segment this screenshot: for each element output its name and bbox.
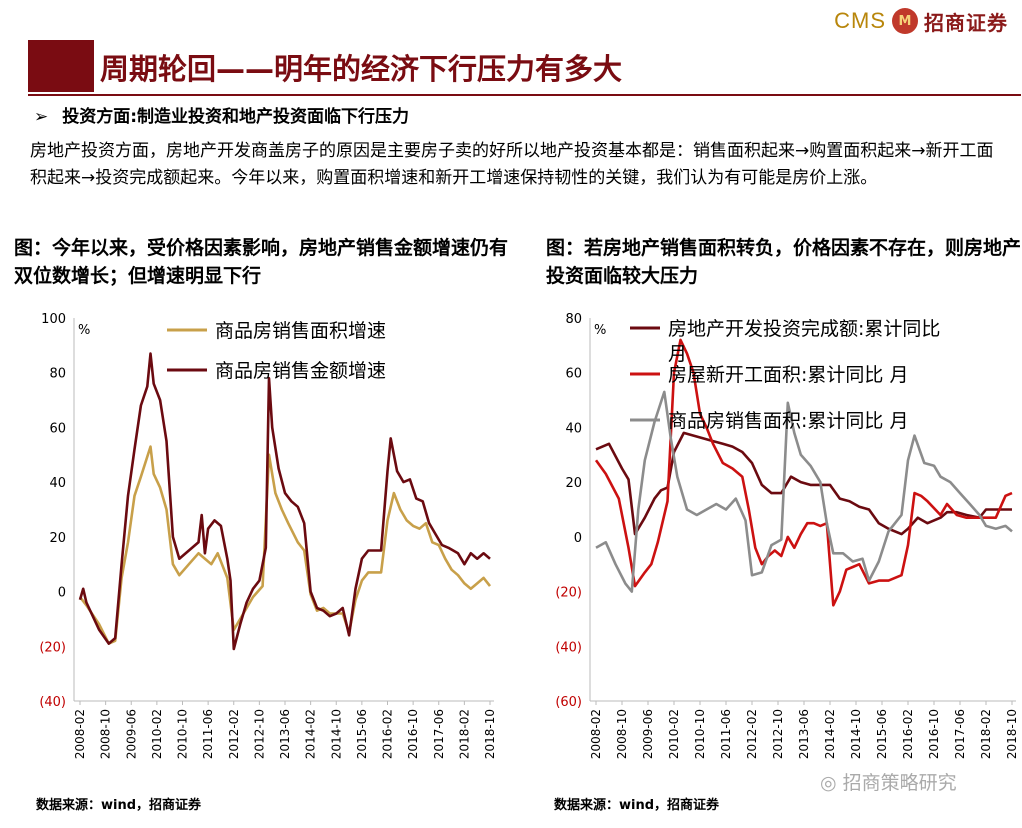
y-tick-label: (60) bbox=[555, 695, 582, 710]
chart-caption-left: 图：今年以来，受价格因素影响，房地产销售金额增速仍有双位数增长；但增速明显下行 bbox=[14, 237, 509, 287]
wechat-icon: ◎ bbox=[820, 772, 837, 794]
watermark-text: 招商策略研究 bbox=[842, 772, 957, 794]
series-line-1 bbox=[595, 431, 1012, 536]
legend-label: 房地产开发投资完成额:累计同比 bbox=[668, 318, 940, 340]
x-tick-label: 2010-02 bbox=[667, 709, 681, 759]
body-paragraph: 房地产投资方面，房地产开发商盖房子的原因是主要房子卖的好所以地产投资基本都是：销… bbox=[30, 141, 994, 188]
y-tick-label: 40 bbox=[565, 421, 582, 436]
bullet-arrow-icon: ➢ bbox=[34, 107, 49, 127]
x-tick-label: 2008-02 bbox=[73, 709, 87, 759]
y-tick-label: (20) bbox=[555, 586, 582, 601]
x-tick-label: 2014-02 bbox=[304, 709, 318, 759]
x-tick-label: 2013-06 bbox=[797, 709, 811, 759]
x-tick-label: 2017-06 bbox=[432, 709, 446, 759]
x-tick-label: 2016-10 bbox=[927, 709, 941, 759]
y-tick-label: 0 bbox=[574, 531, 582, 546]
x-tick-label: 2009-06 bbox=[641, 709, 655, 759]
x-tick-label: 2012-10 bbox=[252, 709, 266, 759]
chart-caption-right: 图：若房地产销售面积转负，价格因素不存在，则房地产投资面临较大压力 bbox=[546, 237, 1022, 287]
title-accent-block bbox=[28, 40, 94, 92]
x-tick-label: 2016-02 bbox=[381, 709, 395, 759]
investment-chart: 80 60 40 20 0 (20) (40) (60)% 2008-02 2008-10 2009… bbox=[555, 312, 1019, 759]
y-tick-label: 0 bbox=[58, 586, 66, 601]
x-tick-label: 2008-10 bbox=[99, 709, 113, 759]
x-tick-label: 2016-02 bbox=[901, 709, 915, 759]
sales-growth-chart: 100 80 60 40 20 0 (20) (40)% 2008-02 2008-10 2009-… bbox=[39, 312, 497, 759]
y-tick-label: (20) bbox=[39, 640, 66, 655]
x-tick-label: 2012-02 bbox=[745, 709, 759, 759]
y-tick-label: 40 bbox=[49, 476, 66, 491]
y-tick-label: 20 bbox=[49, 531, 66, 546]
x-tick-label: 2009-06 bbox=[124, 709, 138, 759]
y-unit-label: % bbox=[78, 323, 90, 338]
y-unit-label: % bbox=[594, 323, 606, 338]
section-heading: ➢ 投资方面:制造业投资和地产投资面临下行压力 bbox=[34, 102, 409, 127]
logo-chinese-text: 招商证券 bbox=[924, 10, 1008, 35]
section-heading-text: 投资方面:制造业投资和地产投资面临下行压力 bbox=[62, 107, 410, 127]
series-line-2 bbox=[594, 338, 1013, 607]
logo-latin-text: CMS bbox=[834, 8, 886, 33]
x-tick-label: 2018-02 bbox=[457, 709, 471, 759]
x-tick-label: 2011-06 bbox=[201, 709, 215, 759]
logo-mark-icon: M bbox=[892, 8, 918, 34]
source-note-right: 数据来源：wind，招商证券 bbox=[554, 798, 720, 813]
series-line-3 bbox=[595, 390, 1013, 593]
source-note-left: 数据来源：wind，招商证券 bbox=[36, 798, 202, 813]
x-tick-label: 2018-02 bbox=[979, 709, 993, 759]
y-tick-label: 80 bbox=[49, 367, 66, 382]
legend-label: 房屋新开工面积:累计同比 月 bbox=[668, 364, 908, 386]
legend-label: 商品房销售面积增速 bbox=[215, 320, 386, 342]
y-tick-label: 20 bbox=[565, 476, 582, 491]
x-tick-label: 2010-10 bbox=[176, 709, 190, 759]
series-line-2 bbox=[78, 352, 491, 651]
x-tick-label: 2016-10 bbox=[406, 709, 420, 759]
chart-panel-left: 100 80 60 40 20 0 (20) (40)% 2008-02 2008-10 2009-… bbox=[12, 298, 508, 794]
x-tick-label: 2012-02 bbox=[227, 709, 241, 759]
series-line-1 bbox=[78, 445, 492, 645]
legend-label-suffix: 月 bbox=[668, 343, 687, 365]
x-tick-label: 2017-06 bbox=[953, 709, 967, 759]
x-tick-label: 2012-10 bbox=[771, 709, 785, 759]
x-tick-label: 2010-10 bbox=[693, 709, 707, 759]
x-tick-label: 2008-10 bbox=[615, 709, 629, 759]
brand-logo: CMS M 招商证券 bbox=[834, 6, 1008, 36]
page-title: 周期轮回——明年的经济下行压力有多大 bbox=[100, 52, 623, 86]
x-tick-label: 2015-06 bbox=[875, 709, 889, 759]
x-tick-label: 2014-10 bbox=[329, 709, 343, 759]
y-tick-label: (40) bbox=[39, 695, 66, 710]
x-tick-label: 2018-10 bbox=[483, 709, 497, 759]
chart-panel-right: 80 60 40 20 0 (20) (40) (60)% 2008-02 2008-10 2009… bbox=[520, 298, 1020, 794]
legend-label: 商品房销售金额增速 bbox=[215, 360, 386, 382]
x-tick-label: 2013-06 bbox=[278, 709, 292, 759]
x-tick-label: 2018-10 bbox=[1005, 709, 1019, 759]
y-tick-label: 60 bbox=[565, 367, 582, 382]
y-tick-label: 60 bbox=[49, 421, 66, 436]
x-tick-label: 2014-02 bbox=[823, 709, 837, 759]
x-tick-label: 2008-02 bbox=[589, 709, 603, 759]
title-bar bbox=[28, 38, 1021, 96]
wechat-watermark: ◎ 招商策略研究 bbox=[820, 768, 957, 795]
y-tick-label: (40) bbox=[555, 640, 582, 655]
x-tick-label: 2011-06 bbox=[719, 709, 733, 759]
x-tick-label: 2010-02 bbox=[150, 709, 164, 759]
legend-label: 商品房销售面积:累计同比 月 bbox=[668, 410, 908, 432]
x-tick-label: 2014-10 bbox=[849, 709, 863, 759]
y-tick-label: 80 bbox=[565, 312, 582, 327]
y-tick-label: 100 bbox=[41, 312, 66, 327]
x-tick-label: 2015-06 bbox=[355, 709, 369, 759]
